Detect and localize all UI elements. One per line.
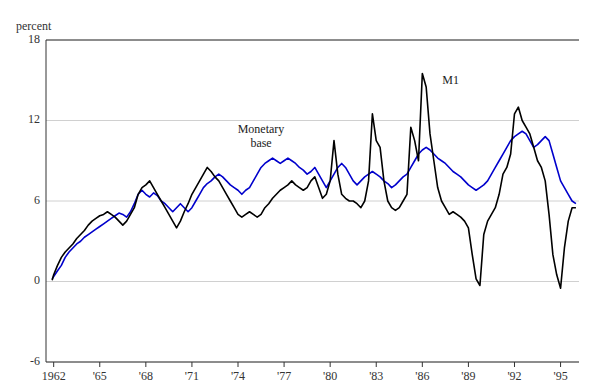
x-tick bbox=[376, 362, 377, 367]
x-tick bbox=[99, 362, 100, 367]
x-tick-label: '89 bbox=[461, 369, 475, 383]
x-tick-label: '95 bbox=[553, 369, 567, 383]
x-tick-label: '65 bbox=[93, 369, 107, 383]
series-line bbox=[52, 131, 576, 279]
x-tick-label: '77 bbox=[277, 369, 291, 383]
grid-line bbox=[46, 201, 579, 202]
x-tick-label: '83 bbox=[369, 369, 383, 383]
x-tick bbox=[422, 362, 423, 367]
series-line bbox=[52, 74, 576, 289]
x-tick bbox=[284, 362, 285, 367]
x-tick-label: '71 bbox=[185, 369, 199, 383]
y-tick-label: 0 bbox=[34, 273, 40, 287]
y-tick-label: 18 bbox=[28, 32, 40, 46]
x-tick-label: '80 bbox=[323, 369, 337, 383]
annotation: Monetarybase bbox=[238, 122, 285, 150]
lines bbox=[52, 74, 576, 289]
grid-line bbox=[46, 40, 579, 41]
grid bbox=[46, 40, 579, 362]
x-tick bbox=[560, 362, 561, 367]
annotation-line: base bbox=[250, 136, 271, 150]
x-axis-line bbox=[46, 362, 579, 363]
top-frame-line bbox=[46, 40, 579, 41]
x-tick-label: '92 bbox=[507, 369, 521, 383]
y-tick-label: 6 bbox=[34, 193, 40, 207]
grid-line bbox=[46, 362, 579, 363]
annotation: M1 bbox=[442, 73, 459, 87]
y-tick-label: 12 bbox=[28, 112, 40, 126]
x-tick bbox=[468, 362, 469, 367]
annotation-line: Monetary bbox=[238, 122, 285, 136]
annotation-line: M1 bbox=[442, 73, 459, 87]
grid-line bbox=[46, 281, 579, 282]
x-tick bbox=[238, 362, 239, 367]
chart: -6 0 6 12 18 1962 '65 '68 '71 '74 '77 '80 '83 '86 '89 '… bbox=[0, 0, 601, 392]
x-tick bbox=[514, 362, 515, 367]
x-tick bbox=[53, 362, 54, 367]
y-axis-line bbox=[46, 40, 47, 362]
y-axis-label: percent bbox=[16, 19, 52, 33]
x-tick-label: '68 bbox=[139, 369, 153, 383]
x-tick bbox=[330, 362, 331, 367]
x-tick-label: 1962 bbox=[42, 369, 66, 383]
x-tick bbox=[191, 362, 192, 367]
x-tick bbox=[145, 362, 146, 367]
grid-line bbox=[46, 120, 579, 121]
x-tick-label: '86 bbox=[415, 369, 429, 383]
x-tick-label: '74 bbox=[231, 369, 245, 383]
y-tick-label: -6 bbox=[30, 354, 40, 368]
